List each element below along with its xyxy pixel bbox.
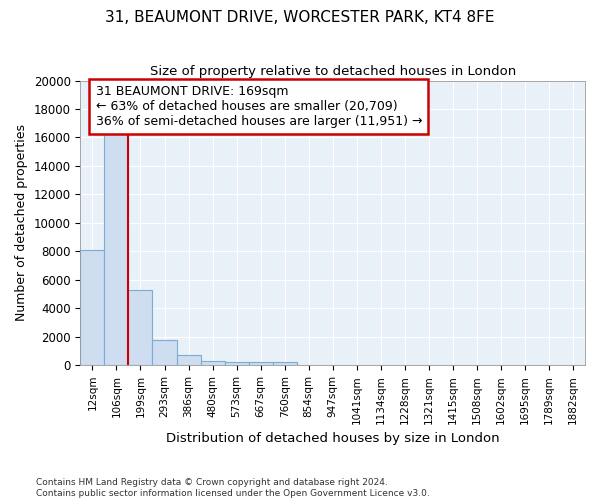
Bar (104, 130, 128, 365)
Bar (272, 362, 296, 365)
Text: Contains HM Land Registry data © Crown copyright and database right 2024.
Contai: Contains HM Land Registry data © Crown c… (36, 478, 430, 498)
Text: 31 BEAUMONT DRIVE: 169sqm
← 63% of detached houses are smaller (20,709)
36% of s: 31 BEAUMONT DRIVE: 169sqm ← 63% of detac… (95, 85, 422, 128)
Bar (176, 354, 200, 365)
Bar (152, 340, 176, 365)
Title: Size of property relative to detached houses in London: Size of property relative to detached ho… (149, 65, 516, 78)
Text: 31, BEAUMONT DRIVE, WORCESTER PARK, KT4 8FE: 31, BEAUMONT DRIVE, WORCESTER PARK, KT4 … (105, 10, 495, 25)
Bar (224, 362, 248, 365)
X-axis label: Distribution of detached houses by size in London: Distribution of detached houses by size … (166, 432, 500, 445)
Bar (80, 250, 104, 365)
Bar (248, 362, 272, 365)
Y-axis label: Number of detached properties: Number of detached properties (15, 124, 28, 322)
Bar (128, 290, 152, 365)
Bar (200, 360, 224, 365)
